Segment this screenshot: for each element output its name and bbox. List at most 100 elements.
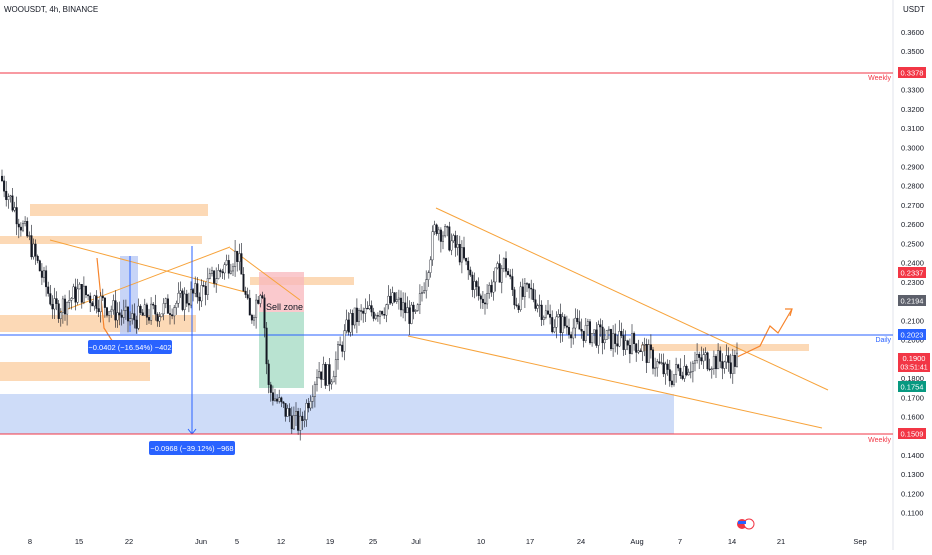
demand-zone[interactable] — [0, 394, 674, 434]
candle-body — [126, 306, 129, 322]
candle-body — [225, 260, 228, 265]
time-axis[interactable]: 8 15 22 Jun 5 12 19 25 Jul 10 17 24 Aug 7 14 21 Sep — [28, 537, 867, 546]
candle-body — [526, 283, 529, 285]
candle-body — [402, 302, 405, 311]
candle-body — [236, 250, 239, 262]
candle-body — [57, 303, 60, 319]
candle-body — [160, 313, 163, 317]
candle-body — [152, 303, 155, 306]
candle-body — [238, 253, 241, 262]
candle-body — [345, 319, 348, 332]
level-label-weekly-bottom: Weekly — [868, 437, 891, 444]
candle-body — [637, 350, 640, 353]
candle-body — [450, 240, 453, 251]
candle-body — [547, 310, 550, 315]
candle-body — [103, 297, 106, 308]
currency-label[interactable]: USDT — [903, 5, 925, 14]
candle-body — [584, 325, 587, 341]
candle-body — [591, 333, 594, 344]
candle-body — [700, 357, 703, 362]
candle-body — [129, 318, 132, 322]
event-flag[interactable] — [737, 518, 755, 530]
candle-body — [486, 293, 489, 305]
forecast-path[interactable] — [734, 308, 793, 359]
candle-body — [154, 305, 157, 315]
candle-body — [702, 354, 705, 362]
candle-body — [612, 333, 615, 350]
candle-body — [47, 286, 50, 294]
candle-body — [475, 281, 478, 287]
candle-body — [593, 329, 596, 334]
candle-body — [265, 327, 268, 365]
candle-body — [45, 270, 48, 288]
price-tick-label: 0.3100 — [901, 124, 924, 133]
candle-body — [292, 415, 295, 430]
trendline-channel-bottom[interactable] — [407, 335, 823, 429]
candle-body — [19, 226, 22, 231]
supply-zone-1[interactable] — [30, 204, 208, 216]
candle-body — [662, 362, 665, 375]
candle-body — [553, 327, 556, 333]
candle-body — [185, 293, 188, 304]
candle-body — [242, 274, 245, 292]
supply-zone-4[interactable] — [0, 362, 150, 381]
trendline-channel-top[interactable] — [435, 207, 829, 391]
candle-body — [416, 304, 419, 311]
time-tick-label: 7 — [678, 537, 682, 546]
candle-body — [112, 300, 115, 311]
trendline-wedge-top[interactable] — [49, 239, 246, 293]
resistance-zone[interactable] — [641, 344, 809, 351]
candle-body — [166, 298, 169, 314]
price-tick-label: 0.2300 — [901, 278, 924, 287]
candle-body — [607, 328, 610, 331]
candle-body — [687, 372, 690, 376]
candle-body — [171, 314, 174, 317]
candle-body — [311, 396, 314, 402]
candle-body — [326, 364, 329, 386]
measure-box-small[interactable] — [120, 256, 138, 334]
candle-body — [133, 313, 136, 321]
level-label-weekly-top: Weekly — [868, 75, 891, 82]
drawings: Sell zone — [0, 204, 829, 435]
candle-body — [477, 286, 480, 296]
candle-body — [379, 311, 382, 317]
candle-body — [519, 286, 522, 310]
candle-body — [641, 344, 644, 352]
price-tick-label: 0.2700 — [901, 201, 924, 210]
candle-body — [70, 298, 73, 301]
badge-daily-text: 0.2023 — [901, 331, 924, 340]
symbol-header[interactable]: WOOUSDT, 4h, BINANCE — [4, 5, 98, 14]
candle-body — [723, 361, 726, 369]
candle-body — [494, 267, 497, 283]
candle-body — [389, 295, 392, 304]
candle-body — [284, 403, 287, 417]
candle-body — [156, 313, 159, 322]
candle-body — [383, 314, 386, 316]
candle-body — [717, 350, 720, 370]
candle-body — [97, 308, 100, 313]
candle-body — [332, 376, 335, 383]
price-axis[interactable]: 0.36000.35000.34000.33000.32000.31000.30… — [901, 28, 924, 518]
candlestick-series[interactable] — [1, 169, 739, 441]
sell-zone-risk-box[interactable] — [259, 272, 304, 312]
candle-body — [26, 221, 29, 237]
price-tick-label: 0.2900 — [901, 163, 924, 172]
candle-body — [694, 360, 697, 364]
candle-body — [261, 295, 264, 299]
candle-body — [624, 340, 627, 350]
time-tick-label: 12 — [277, 537, 285, 546]
candle-body — [456, 243, 459, 248]
candle-body — [538, 304, 541, 307]
price-tick-label: 0.1200 — [901, 489, 924, 498]
candle-body — [572, 327, 575, 339]
candle-body — [492, 281, 495, 293]
candle-body — [570, 334, 573, 339]
supply-zone-2[interactable] — [0, 236, 202, 244]
plot-area[interactable] — [0, 0, 893, 550]
supply-zone-3[interactable] — [0, 315, 196, 332]
trendline-wedge-bottom[interactable] — [59, 246, 231, 313]
candle-body — [278, 397, 281, 402]
candle-body — [511, 276, 514, 290]
candle-body — [22, 223, 25, 231]
